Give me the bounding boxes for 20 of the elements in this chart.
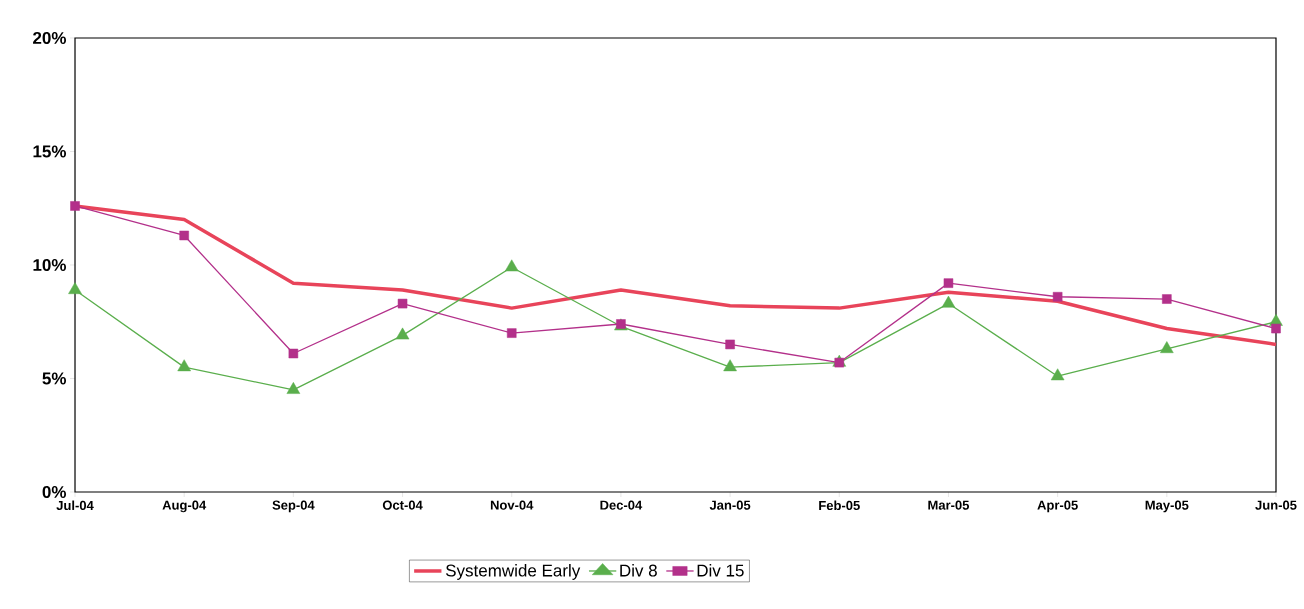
y-tick-label: 5% — [42, 372, 67, 385]
y-tick-label: 10% — [33, 258, 67, 272]
x-tick-label: Nov-04 — [490, 500, 534, 510]
x-tick-label: Dec-04 — [600, 500, 643, 510]
x-tick-label: Apr-05 — [1037, 500, 1078, 513]
y-tick-label: 20% — [33, 31, 67, 45]
x-tick-label: Sep-04 — [272, 500, 315, 513]
y-tick-label: 0% — [42, 485, 67, 499]
y-tick-label: 15% — [33, 145, 67, 158]
x-tick-label: May-05 — [1145, 500, 1189, 513]
x-tick-label: Oct-04 — [382, 500, 423, 510]
x-tick-label: Jan-05 — [709, 500, 751, 510]
x-tick-label: Mar-05 — [928, 500, 970, 510]
x-tick-label: Jul-04 — [56, 500, 94, 511]
legend-label: Systemwide Early — [445, 564, 581, 580]
x-tick-label: Jun-05 — [1255, 500, 1297, 510]
x-tick-label: Aug-04 — [162, 500, 207, 513]
legend-label: Div 15 — [697, 564, 744, 577]
legend-label: Div 8 — [620, 564, 657, 577]
x-tick-label: Feb-05 — [819, 500, 860, 511]
